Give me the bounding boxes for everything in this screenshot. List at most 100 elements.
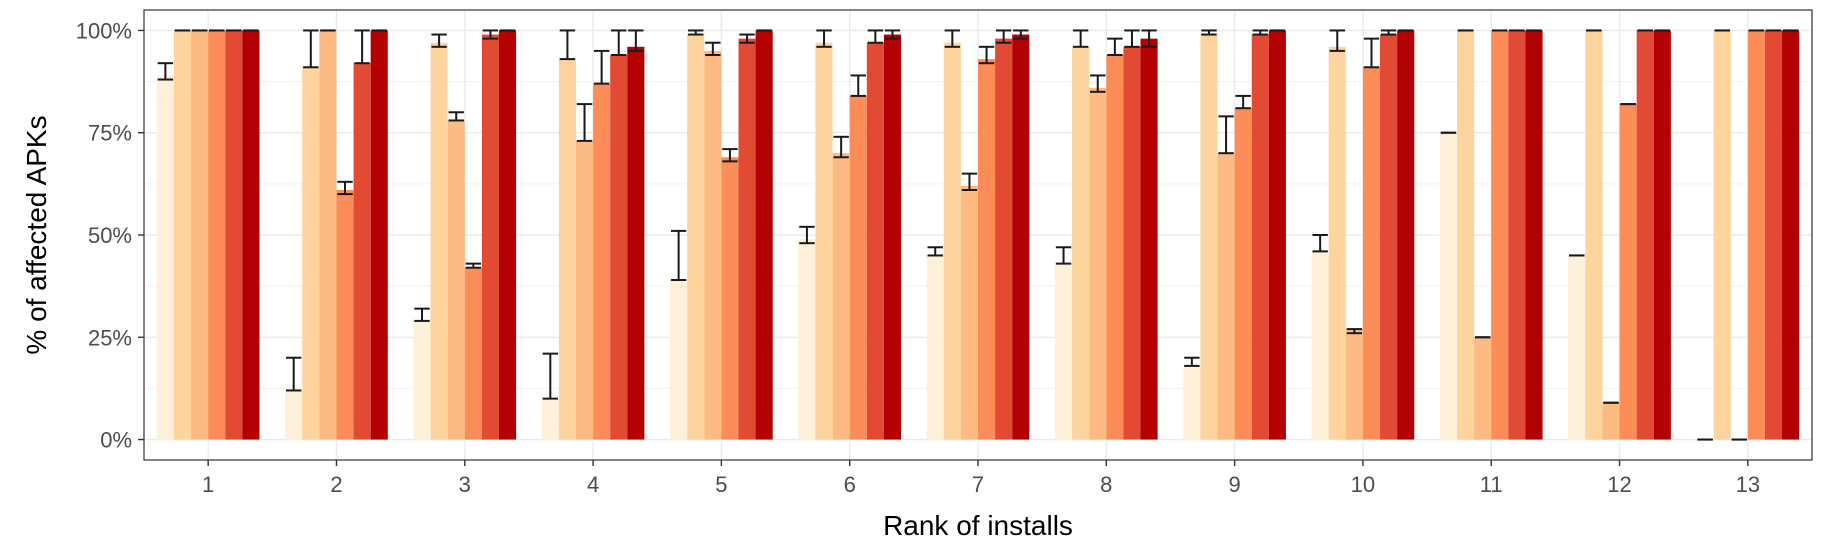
- y-tick-label: 50%: [88, 223, 132, 248]
- x-tick-label: 3: [459, 472, 471, 497]
- bar: [627, 46, 645, 440]
- error-bar: [1201, 29, 1217, 36]
- x-tick-label: 6: [844, 472, 856, 497]
- bar: [541, 398, 559, 440]
- bar: [191, 30, 209, 440]
- error-bar: [542, 352, 559, 400]
- bar: [413, 320, 431, 440]
- bar: [1602, 402, 1620, 440]
- error-bar: [1218, 115, 1234, 155]
- bar: [926, 255, 944, 440]
- x-tick-label: 5: [715, 472, 727, 497]
- x-tick-label: 2: [330, 472, 342, 497]
- bar: [1183, 365, 1201, 440]
- bar: [1200, 34, 1218, 440]
- error-bar: [1013, 29, 1029, 40]
- bar: [1525, 30, 1543, 440]
- error-bar: [978, 45, 995, 65]
- error-bar: [1312, 234, 1328, 253]
- error-bar: [628, 29, 644, 52]
- error-bar: [688, 29, 704, 36]
- error-bar: [1090, 74, 1106, 93]
- bar: [242, 30, 260, 440]
- error-bar: [337, 180, 353, 196]
- x-tick-label: 11: [1480, 472, 1503, 497]
- bar: [1251, 34, 1269, 440]
- bar: [1140, 38, 1158, 440]
- bar: [978, 59, 996, 440]
- error-bar: [867, 29, 884, 44]
- error-bar: [799, 225, 815, 245]
- x-tick-label: 9: [1228, 472, 1240, 497]
- error-bar: [157, 62, 174, 81]
- x-tick-label: 12: [1607, 472, 1631, 497]
- bar: [558, 59, 576, 440]
- bar: [1397, 30, 1415, 440]
- error-bar: [884, 29, 901, 40]
- bar: [1362, 67, 1381, 440]
- error-bar: [1235, 94, 1251, 110]
- bar: [498, 30, 517, 440]
- error-bar: [465, 262, 482, 269]
- bar: [319, 30, 337, 440]
- error-bar: [670, 229, 687, 281]
- error-bar-layer: [157, 29, 1799, 441]
- bar: [832, 153, 850, 440]
- bar: [575, 140, 594, 440]
- x-tick-label: 4: [587, 472, 599, 497]
- bar: [336, 190, 354, 440]
- bar: [1474, 337, 1492, 440]
- bar: [430, 42, 448, 440]
- bar: [1012, 34, 1030, 440]
- error-bar: [559, 29, 576, 61]
- bar-layer: [156, 30, 1800, 441]
- error-bar: [833, 135, 849, 159]
- error-bar: [1055, 246, 1072, 265]
- bar: [1123, 46, 1141, 440]
- error-bar: [1329, 29, 1345, 52]
- bar: [1619, 104, 1637, 440]
- bar: [370, 30, 388, 440]
- bar: [1585, 30, 1603, 440]
- bar: [481, 34, 499, 440]
- bar: [156, 75, 174, 440]
- y-tick-label: 75%: [88, 121, 132, 146]
- error-bar: [1184, 356, 1200, 367]
- x-axis-title: Rank of installs: [883, 510, 1073, 541]
- bar: [1217, 153, 1235, 440]
- bar: [447, 120, 465, 440]
- error-bar: [850, 74, 866, 97]
- bar: [798, 239, 816, 440]
- y-tick-label: 0%: [100, 428, 132, 453]
- error-bar: [1363, 37, 1380, 69]
- bar: [815, 42, 833, 440]
- x-tick-label: 8: [1100, 472, 1112, 497]
- bar: [1311, 251, 1329, 440]
- error-bar: [739, 33, 755, 44]
- bar: [1747, 30, 1765, 440]
- bar: [225, 30, 243, 440]
- bar: [849, 95, 867, 440]
- error-bar: [944, 29, 961, 48]
- axis-layer: 0%25%50%75%100%1 2 3 4 5 6 7 8 9 10 11 12 13: [76, 18, 1760, 497]
- bar: [1380, 34, 1398, 440]
- x-tick-label: 1: [202, 472, 214, 497]
- bar: [1457, 30, 1475, 440]
- error-bar: [722, 148, 738, 163]
- bar: [1106, 55, 1124, 440]
- error-bar: [285, 356, 302, 392]
- error-bar: [1072, 29, 1089, 48]
- bar: [1089, 87, 1107, 440]
- bar: [302, 67, 320, 440]
- bar: [1491, 30, 1509, 440]
- error-bar: [303, 29, 319, 69]
- error-bar: [611, 29, 627, 56]
- bar: [1653, 30, 1671, 440]
- error-bar: [593, 49, 610, 85]
- error-bar: [927, 246, 943, 257]
- error-bar: [354, 29, 370, 65]
- bar: [755, 30, 773, 440]
- y-axis-title: % of affected APKs: [21, 115, 52, 354]
- error-bar: [1141, 29, 1157, 48]
